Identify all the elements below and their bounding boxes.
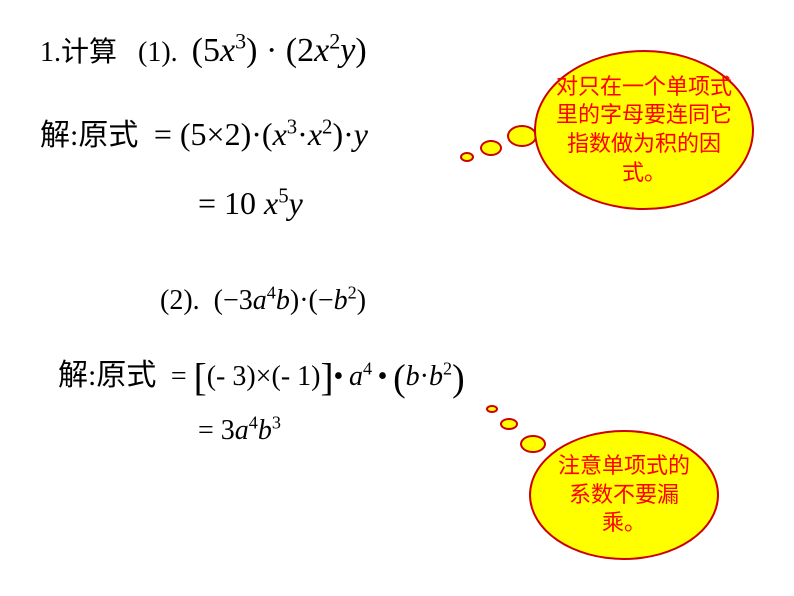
sub-label-2: (2). [160, 285, 200, 316]
callout-1-tail-bubble [460, 152, 474, 162]
solution-1-line-2: = 10 x5y [198, 185, 303, 222]
callout-1-text: 对只在一个单项式里的字母要连同它指数做为积的因式。 [556, 73, 732, 187]
callout-1-tail-bubble [480, 140, 502, 156]
problem-1-expression: (5x3) · (2x2y) [192, 32, 367, 69]
problem-2-header: (2). (−3a4b)·(−b2) [160, 285, 366, 317]
solution-2-step-1: = [(- 3)×(- 1)]• a4 • (b·b2) [164, 361, 465, 392]
solution-1-line-1: 解:原式 = (5×2)·(x3·x2)·y [40, 110, 368, 154]
callout-2-tail-bubble [520, 435, 546, 453]
solution-label-2: 解:原式 [58, 359, 156, 392]
callout-note-2: 注意单项式的系数不要漏乘。 [529, 430, 719, 560]
calc-label: 1.计算 [40, 37, 117, 68]
callout-2-tail-bubble [500, 418, 518, 430]
solution-label-1: 解:原式 [40, 119, 138, 152]
problem-2-expression: (−3a4b)·(−b2) [207, 285, 366, 316]
problem-1-header: 1.计算 (1). (5x3) · (2x2y) [40, 30, 367, 70]
callout-2-tail-bubble [486, 405, 498, 413]
solution-2-line-2: = 3a4b3 [198, 415, 281, 447]
callout-1-tail-bubble [507, 125, 537, 147]
solution-1-step-1: = (5×2)·(x3·x2)·y [146, 116, 368, 152]
sub-label-1: (1). [124, 37, 185, 68]
callout-2-text: 注意单项式的系数不要漏乘。 [551, 452, 697, 538]
solution-2-line-1: 解:原式 = [(- 3)×(- 1)]• a4 • (b·b2) [58, 350, 465, 394]
callout-note-1: 对只在一个单项式里的字母要连同它指数做为积的因式。 [534, 50, 754, 210]
